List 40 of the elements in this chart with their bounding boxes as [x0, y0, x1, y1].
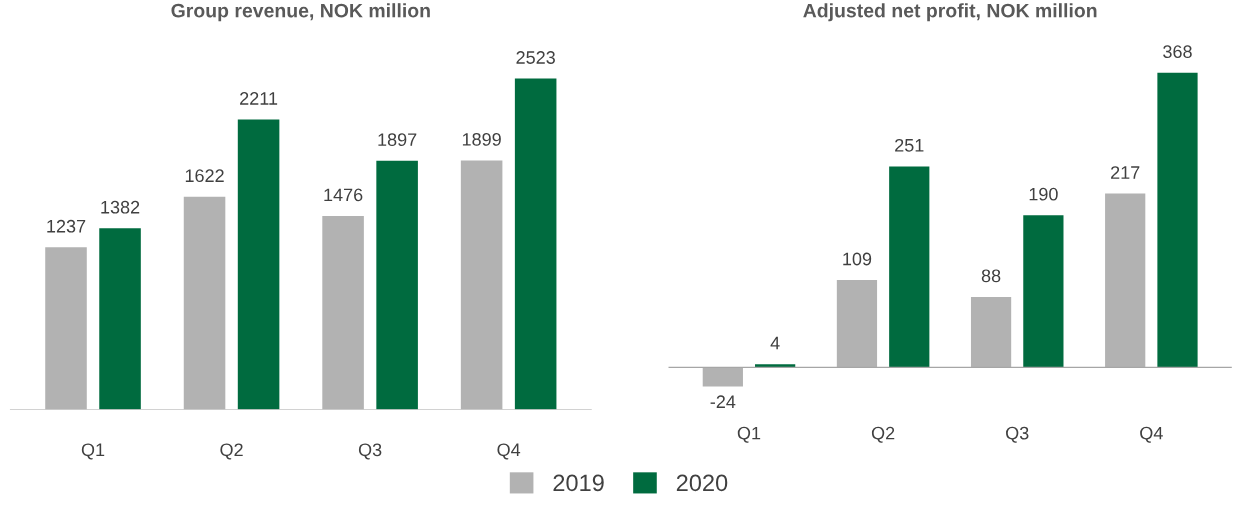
data-label: 217	[1111, 166, 1140, 179]
data-label: 1382	[101, 200, 140, 214]
x-tick-label: Q1	[81, 443, 105, 460]
data-label: 1622	[185, 169, 224, 183]
data-label: 1476	[324, 188, 363, 202]
bar	[514, 78, 557, 410]
chart-title: Adjusted net profit, NOK million	[803, 3, 1097, 22]
data-label: 251	[895, 138, 924, 152]
x-tick-label: Q2	[220, 443, 243, 460]
bar	[322, 215, 364, 410]
x-tick-label: Q2	[871, 426, 895, 443]
data-label: 109	[843, 252, 872, 266]
bar	[889, 166, 930, 368]
x-tick-label: Q4	[1140, 426, 1163, 443]
data-label: 2523	[516, 51, 555, 64]
bar	[45, 247, 87, 410]
bar	[460, 160, 503, 410]
legend-label: 2019	[553, 474, 604, 492]
data-label: 368	[1163, 45, 1192, 59]
data-label: 88	[981, 269, 1001, 283]
bar	[376, 160, 418, 410]
bar	[1023, 215, 1064, 368]
bar	[237, 119, 280, 410]
data-label: 1237	[47, 219, 86, 233]
data-label: 1899	[462, 132, 501, 146]
bar	[183, 196, 226, 410]
data-label: -24	[710, 395, 736, 408]
chart-title: Group revenue, NOK million	[171, 3, 430, 22]
x-tick-label: Q1	[737, 426, 761, 443]
data-label: 190	[1029, 187, 1058, 201]
data-label: 4	[770, 336, 780, 350]
x-tick-label: Q3	[358, 443, 382, 460]
x-tick-label: Q4	[497, 443, 521, 460]
bar	[755, 364, 796, 368]
bar	[1157, 72, 1198, 368]
data-label: 1897	[378, 133, 417, 147]
bar	[99, 228, 141, 410]
x-tick-label: Q3	[1006, 426, 1029, 443]
data-label: 2211	[240, 92, 278, 105]
legend-label: 2020	[676, 474, 728, 492]
